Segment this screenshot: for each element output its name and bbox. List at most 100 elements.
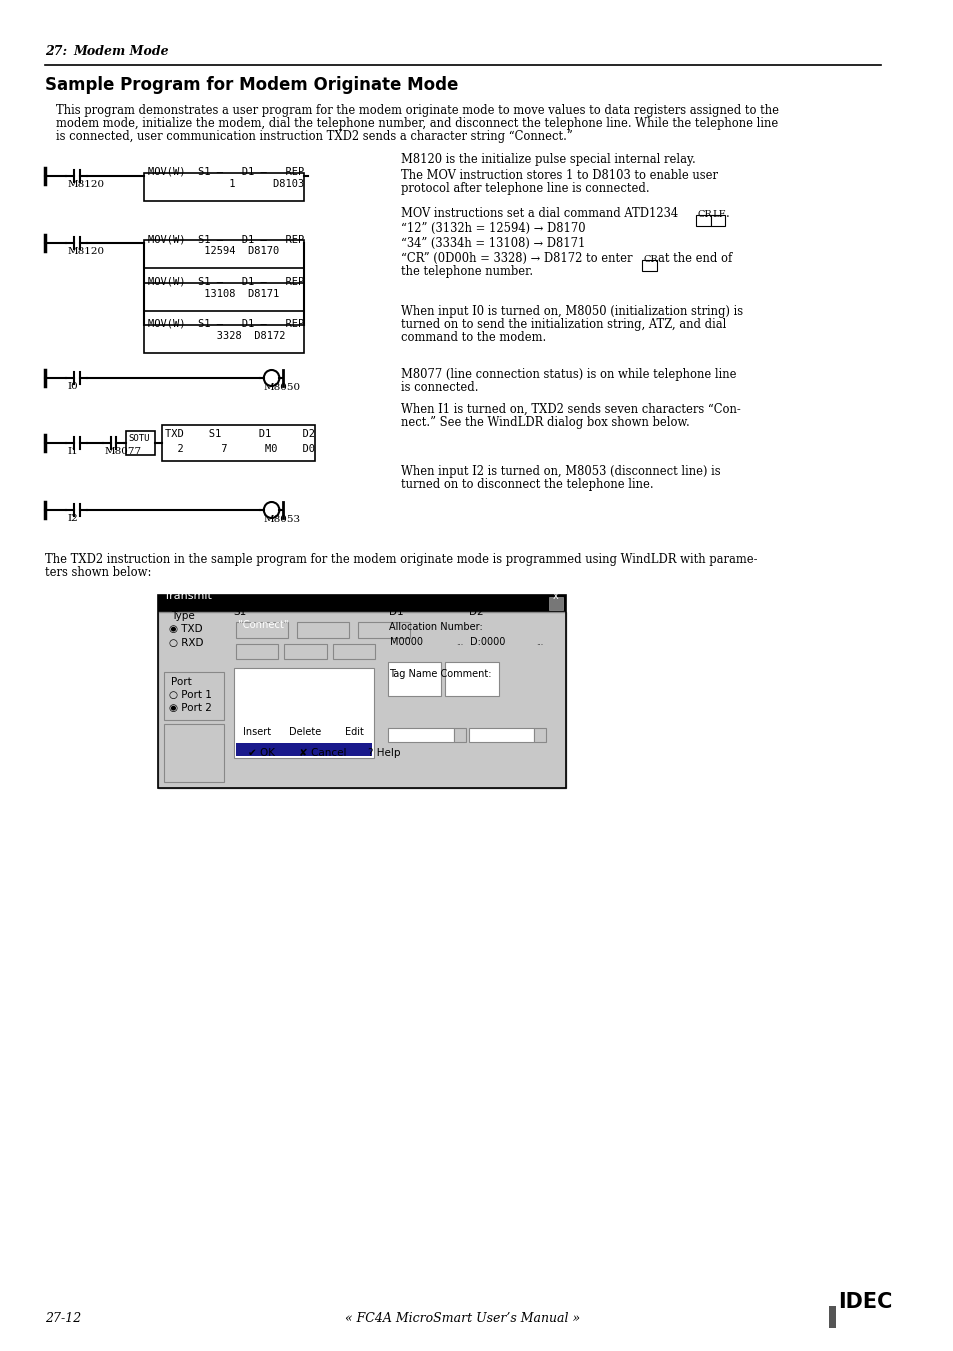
Bar (158, 612, 565, 788)
Bar (296, 621, 349, 638)
Text: Insert: Insert (243, 727, 271, 738)
Text: 2      7      M0    D0: 2 7 M0 D0 (165, 444, 314, 454)
Text: MOV(W)  S1 –   D1 –   REP: MOV(W) S1 – D1 – REP (149, 319, 304, 330)
Text: I2: I2 (68, 513, 78, 523)
Text: Port: Port (171, 677, 192, 688)
Text: ...: ... (536, 638, 543, 647)
Bar (357, 621, 410, 638)
Text: M0000: M0000 (390, 638, 422, 647)
Text: 1      D8103: 1 D8103 (149, 178, 304, 189)
Bar (388, 662, 441, 696)
Text: Allocation Number:: Allocation Number: (389, 621, 482, 632)
Text: ...: ... (456, 638, 462, 647)
Text: ✘ Cancel: ✘ Cancel (299, 748, 346, 758)
Bar (233, 667, 374, 758)
Text: When input I2 is turned on, M8053 (disconnect line) is: When input I2 is turned on, M8053 (disco… (400, 465, 720, 478)
Bar (641, 259, 656, 272)
Bar (162, 426, 314, 461)
Bar (696, 215, 710, 226)
Text: Sample Program for Modem Originate Mode: Sample Program for Modem Originate Mode (45, 76, 457, 95)
Text: Tag Name Comment:: Tag Name Comment: (389, 669, 491, 680)
Text: at the end of: at the end of (657, 253, 731, 265)
Text: ? Help: ? Help (368, 748, 400, 758)
Text: SOTU: SOTU (128, 434, 150, 443)
Bar (158, 594, 565, 612)
Bar (445, 662, 498, 696)
Text: This program demonstrates a user program for the modem originate mode to move va: This program demonstrates a user program… (56, 104, 779, 118)
Text: MOV(W)  S1 –   D1 –   REP: MOV(W) S1 – D1 – REP (149, 234, 304, 245)
Text: D2: D2 (468, 607, 482, 617)
Text: Edit: Edit (344, 727, 363, 738)
Text: turned on to send the initialization string, ATZ, and dial: turned on to send the initialization str… (400, 317, 725, 331)
Text: I0: I0 (68, 382, 78, 390)
Text: “CR” (0D00h = 3328) → D8172 to enter: “CR” (0D00h = 3328) → D8172 to enter (400, 253, 632, 265)
Text: M8053: M8053 (264, 515, 300, 524)
Bar (468, 728, 534, 742)
Text: nect.” See the WindLDR dialog box shown below.: nect.” See the WindLDR dialog box shown … (400, 416, 689, 430)
Text: x: x (553, 590, 558, 601)
Bar (143, 326, 303, 353)
Text: ◉ TXD: ◉ TXD (169, 624, 202, 634)
Text: S1: S1 (233, 607, 247, 617)
Text: 27-12: 27-12 (45, 1312, 81, 1325)
Text: D:0000: D:0000 (470, 638, 505, 647)
Text: Modem Mode: Modem Mode (73, 45, 170, 58)
Text: 13108  D8171: 13108 D8171 (149, 289, 279, 299)
Bar (126, 431, 155, 455)
Bar (235, 621, 288, 638)
Text: MOV instructions set a dial command ATD1234: MOV instructions set a dial command ATD1… (400, 207, 677, 220)
Text: “34” (3334h = 13108) → D8171: “34” (3334h = 13108) → D8171 (400, 236, 584, 250)
Text: M8077 (line connection status) is on while telephone line: M8077 (line connection status) is on whi… (400, 367, 736, 381)
Bar (710, 215, 724, 226)
Bar (454, 728, 465, 742)
Bar (534, 728, 545, 742)
Text: ◉ Port 2: ◉ Port 2 (169, 703, 212, 713)
Bar (388, 728, 454, 742)
Bar (333, 644, 375, 659)
Text: « FC4A MicroSmart User’s Manual »: « FC4A MicroSmart User’s Manual » (345, 1312, 579, 1325)
Bar (549, 597, 562, 611)
Text: Delete: Delete (289, 727, 321, 738)
Text: ○ RXD: ○ RXD (169, 638, 203, 648)
Text: LF: LF (711, 209, 724, 219)
Bar (235, 743, 372, 757)
Bar (828, 1306, 835, 1328)
Text: Type: Type (171, 611, 194, 621)
Text: M8077: M8077 (105, 447, 142, 457)
Text: 27:: 27: (45, 45, 71, 58)
Text: MOV(W)  S1 –   D1 –   REP: MOV(W) S1 – D1 – REP (149, 277, 304, 286)
Text: M8050: M8050 (264, 382, 300, 392)
Bar (158, 594, 565, 788)
Text: ters shown below:: ters shown below: (45, 566, 151, 580)
Text: is connected, user communication instruction TXD2 sends a character string “Conn: is connected, user communication instruc… (56, 130, 573, 143)
Text: M8120 is the initialize pulse special internal relay.: M8120 is the initialize pulse special in… (400, 153, 695, 166)
Text: modem mode, initialize the modem, dial the telephone number, and disconnect the : modem mode, initialize the modem, dial t… (56, 118, 778, 130)
Text: “12” (3132h = 12594) → D8170: “12” (3132h = 12594) → D8170 (400, 222, 584, 235)
Text: IDEC: IDEC (838, 1292, 892, 1312)
Text: command to the modem.: command to the modem. (400, 331, 545, 345)
Text: The MOV instruction stores 1 to D8103 to enable user: The MOV instruction stores 1 to D8103 to… (400, 169, 717, 182)
Text: protocol after telephone line is connected.: protocol after telephone line is connect… (400, 182, 649, 195)
Text: 3328  D8172: 3328 D8172 (149, 331, 286, 340)
Text: M8120: M8120 (68, 180, 105, 189)
Text: When I1 is turned on, TXD2 sends seven characters “Con-: When I1 is turned on, TXD2 sends seven c… (400, 403, 740, 416)
Text: TXD    S1      D1     D2: TXD S1 D1 D2 (165, 430, 314, 439)
Bar (143, 282, 303, 311)
Bar (143, 240, 303, 267)
Text: CR: CR (697, 209, 712, 219)
Text: turned on to disconnect the telephone line.: turned on to disconnect the telephone li… (400, 478, 653, 490)
Bar (164, 724, 224, 782)
Text: Transmit: Transmit (164, 590, 212, 601)
Text: ○ Port 1: ○ Port 1 (169, 690, 212, 700)
Text: M8120: M8120 (68, 247, 105, 255)
Text: "Connect": "Connect" (237, 620, 288, 630)
Text: D1: D1 (389, 607, 403, 617)
Bar (164, 671, 224, 720)
Bar (143, 173, 303, 201)
Bar (235, 644, 278, 659)
Text: The TXD2 instruction in the sample program for the modem originate mode is progr: The TXD2 instruction in the sample progr… (45, 553, 757, 566)
Text: .: . (725, 207, 728, 220)
Text: CR: CR (642, 255, 658, 263)
Text: MOV(W)  S1 –   D1 –   REP: MOV(W) S1 – D1 – REP (149, 168, 304, 177)
Text: I1: I1 (68, 447, 78, 457)
